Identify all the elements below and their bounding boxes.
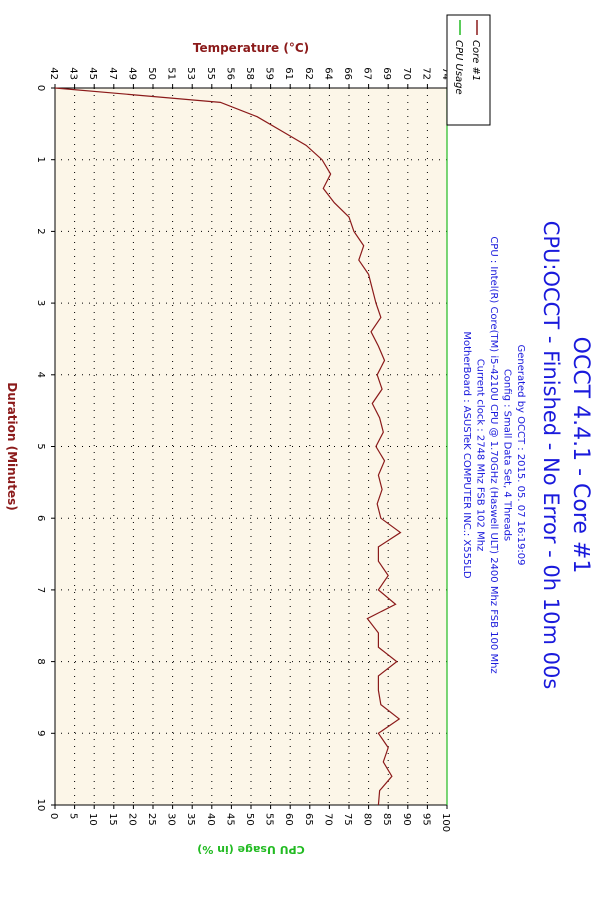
rotated-chart: OCCT 4.4.1 - Core #1 CPU:OCCT - Finished… [5, 14, 593, 856]
y-tick-label: 53 [185, 67, 196, 80]
y-tick-label: 45 [87, 67, 98, 80]
y2-tick-label: 35 [185, 813, 196, 826]
legend-label: CPU Usage [453, 40, 464, 95]
y2-tick-label: 80 [362, 813, 373, 826]
x-tick-label: 5 [35, 443, 46, 449]
y-tick-label: 56 [224, 67, 235, 80]
info-line: CPU : Intel(R) Core(TM) i5-4210U CPU @ 1… [488, 236, 499, 673]
y2-tick-label: 100 [440, 813, 451, 832]
y-tick-label: 47 [107, 67, 118, 80]
x-tick-label: 0 [35, 85, 46, 91]
y-tick-label: 59 [264, 67, 275, 80]
y-tick-label: 61 [283, 67, 294, 80]
y-tick-label: 72 [420, 67, 431, 80]
chart-title: OCCT 4.4.1 - Core #1 [568, 337, 593, 574]
y2-tick-label: 25 [146, 813, 157, 826]
x-tick-label: 8 [35, 658, 46, 664]
y2-tick-label: 10 [87, 813, 98, 826]
y2-tick-label: 20 [126, 813, 137, 826]
y-tick-label: 58 [244, 67, 255, 80]
y-tick-label: 67 [362, 67, 373, 80]
y2-axis-label: CPU Usage (in %) [197, 843, 304, 856]
x-tick-label: 3 [35, 300, 46, 306]
y2-tick-label: 0 [48, 813, 59, 819]
y2-tick-label: 55 [264, 813, 275, 826]
x-tick-label: 9 [35, 730, 46, 736]
y-tick-label: 50 [146, 67, 157, 80]
y-tick-label: 43 [68, 67, 79, 80]
x-tick-label: 2 [35, 228, 46, 234]
x-tick-label: 1 [35, 157, 46, 163]
y2-tick-label: 50 [244, 813, 255, 826]
y-tick-label: 70 [401, 67, 412, 80]
y2-tick-label: 65 [303, 813, 314, 826]
y2-tick-label: 70 [322, 813, 333, 826]
info-line: Config : Small Data Set, 4 Threads [502, 369, 513, 541]
y-tick-label: 69 [381, 67, 392, 80]
x-tick-label: 7 [35, 587, 46, 593]
legend-label: Core #1 [470, 40, 481, 81]
info-line: Generated by OCCT : 2015. 05. 07 16:19:0… [515, 344, 526, 565]
x-axis-label: Duration (Minutes) [5, 382, 19, 510]
y-tick-label: 51 [166, 67, 177, 80]
y-tick-label: 55 [205, 67, 216, 80]
y2-tick-label: 40 [205, 813, 216, 826]
y2-tick-label: 45 [224, 813, 235, 826]
y2-tick-label: 90 [401, 813, 412, 826]
y2-tick-label: 85 [381, 813, 392, 826]
legend-box [446, 14, 491, 126]
y2-tick-label: 75 [342, 813, 353, 826]
y-tick-label: 49 [126, 67, 137, 80]
y2-tick-label: 30 [166, 813, 177, 826]
y2-tick-label: 95 [420, 813, 431, 826]
y-tick-label: 62 [303, 67, 314, 80]
y2-tick-label: 60 [283, 813, 294, 826]
x-tick-label: 10 [35, 799, 46, 812]
series-line [54, 87, 402, 806]
y2-tick-label: 5 [68, 813, 79, 819]
y-axis-label: Temperature (°C) [193, 41, 309, 55]
y-tick-label: 74 [440, 67, 451, 80]
info-line: Current clock : 2748 Mhz FSB 102 Mhz [475, 359, 486, 552]
y-tick-label: 64 [322, 67, 333, 80]
y-tick-label: 42 [48, 67, 59, 80]
x-tick-label: 6 [35, 515, 46, 521]
x-tick-label: 4 [35, 372, 46, 378]
y-tick-label: 66 [342, 67, 353, 80]
y2-tick-label: 15 [107, 813, 118, 826]
info-line: MotherBoard : ASUSTeK COMPUTER INC.: X55… [461, 331, 472, 579]
chart-subtitle: CPU:OCCT - Finished - No Error - 0h 10m … [539, 221, 563, 690]
